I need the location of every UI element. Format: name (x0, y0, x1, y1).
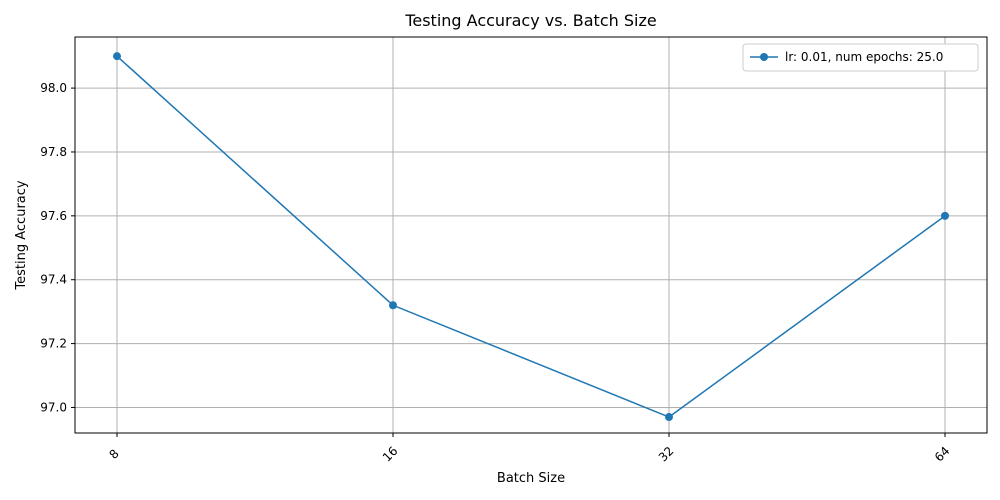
data-point-marker (665, 413, 673, 422)
y-tick-label: 97.0 (40, 400, 67, 414)
chart-title: Testing Accuracy vs. Batch Size (404, 11, 656, 30)
data-point-marker (389, 301, 397, 310)
y-tick-label: 98.0 (40, 81, 67, 95)
grid-lines (75, 37, 987, 433)
legend-entry-label: lr: 0.01, num epochs: 25.0 (785, 50, 943, 64)
y-tick-label: 97.2 (40, 337, 67, 351)
y-tick-label: 97.6 (40, 209, 67, 223)
y-tick-label: 97.8 (40, 145, 67, 159)
series-line (116, 55, 946, 418)
x-axis-label: Batch Size (497, 471, 565, 486)
series-layer (113, 52, 949, 422)
plot-frame (74, 36, 988, 434)
data-point-marker (941, 211, 949, 220)
legend-box (742, 43, 979, 72)
y-axis-ticks: 97.0 97.2 97.4 97.6 97.8 98.0 (40, 81, 75, 414)
y-axis-label: Testing Accuracy (14, 180, 29, 290)
legend: lr: 0.01, num epochs: 25.0 (742, 43, 979, 72)
data-point-marker (113, 52, 121, 61)
y-tick-label: 97.4 (40, 273, 67, 287)
legend-marker-swatch (760, 53, 768, 61)
